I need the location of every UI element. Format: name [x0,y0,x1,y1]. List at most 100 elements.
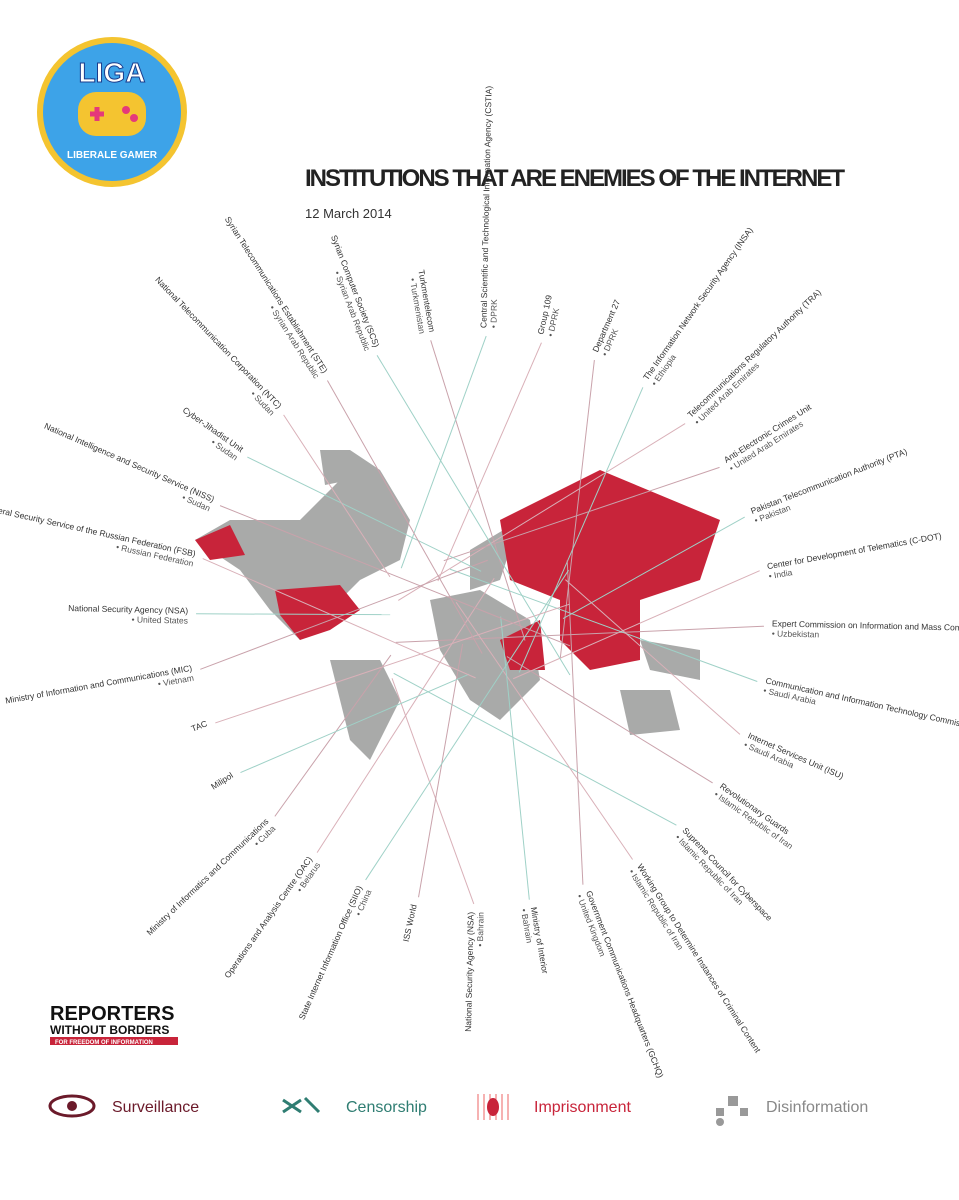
icon-surveillance [48,1094,96,1118]
connector [512,570,760,680]
institution-name: Supreme Council for Cyberspace [680,825,774,923]
legend-label: Censorship [346,1099,427,1116]
connector [202,558,476,679]
institution-country: • Islamic Republic of Iran [673,832,745,907]
institution: ISS World [401,903,419,943]
institution: Central Scientific and Technological Inf… [478,86,499,329]
connector [418,644,464,898]
institution-name: State Internet Information Office (SIIO) [297,884,365,1021]
institution: Expert Commission on Information and Mas… [772,618,959,643]
institution: Operations and Analysis Centre (OAC)• Be… [222,854,322,985]
institution: Department 27• DPRK [590,298,631,358]
institution: Ministry of Interior• Bahrain [519,906,550,976]
institution-label: Ministry of Information and Communicatio… [5,663,195,716]
institution-name: National Security Agency (NSA) [463,912,476,1032]
logo-button [130,114,138,122]
connector [566,560,584,885]
institution-name: Government Communications Headquarters (… [584,889,666,1079]
institution-label: Department 27• DPRK [590,298,631,358]
institution-name: The Information Network Security Agency … [641,225,755,382]
institution-name: National Telecommunication Corporation (… [153,275,284,411]
institution-label: Anti-Electronic Crimes Unit• United Arab… [722,401,819,473]
institution-label: Group 109• DPRK [535,294,563,338]
title: INSTITUTIONS THAT ARE ENEMIES OF THE INT… [305,165,845,192]
connector [398,423,686,601]
logo-button [122,106,130,114]
connector [365,569,570,881]
institution-country: • Uzbekistan [772,628,820,639]
institution-label: Pakistan Telecommunication Authority (PT… [749,446,912,525]
institution: Internet Services Unit (ISU)• Saudi Arab… [742,730,845,790]
institution-name: Milipol [209,770,235,791]
institution-label: ISS World [401,903,419,943]
institution: National Security Agency (NSA)• United S… [68,603,188,626]
connector [283,414,391,578]
legend: Surveillance Censorship Imprisonment Dis… [48,1094,868,1126]
institution-label: Government Communications Headquarters (… [575,889,666,1083]
institution-label: Ministry of Interior• Bahrain [519,906,550,976]
legend-label: Imprisonment [534,1099,631,1116]
institution-label: Operations and Analysis Centre (OAC)• Be… [222,854,322,985]
institution-label: Revolutionary Guards• Islamic Republic o… [712,781,800,851]
institution: Pakistan Telecommunication Authority (PT… [749,446,912,525]
institution: Revolutionary Guards• Islamic Republic o… [712,781,800,851]
institution-label: National Security Agency (NSA)• Bahrain [463,911,486,1032]
connector [393,672,677,826]
institution-label: Expert Commission on Information and Mas… [772,618,959,643]
institution-country: • DPRK [488,299,499,328]
connector [196,613,391,616]
connector [247,456,482,572]
institution-label: Center for Development of Telematics (C-… [766,531,944,581]
connector-lines [196,335,764,905]
connector [400,335,487,569]
org-name: REPORTERS [50,1003,174,1025]
institution-name: National Intelligence and Security Servi… [43,421,216,505]
world-map [195,450,720,760]
icon-disinformation [716,1096,748,1126]
logo-dpad [90,107,104,121]
connector [219,505,571,647]
institution: Turkmentelecom• Turkmenistan [407,269,438,335]
logo-subtitle: LIBERALE GAMER [67,150,158,161]
connector [562,516,745,619]
institution-country: • Bahrain [475,912,486,947]
institution: Government Communications Headquarters (… [575,889,666,1083]
institution: Ministry of Information and Communicatio… [5,663,195,716]
institution-name: Telecommunications Regulatory Authority … [685,287,823,419]
institution-label: Turkmentelecom• Turkmenistan [407,269,438,335]
institution-name: Anti-Electronic Crimes Unit [722,401,814,464]
institution: State Internet Information Office (SIIO)… [297,884,374,1025]
institution: Cyber-Jihadist Unit• Sudan [181,405,246,463]
connector [316,577,495,853]
institution-country: • United States [131,614,188,625]
icon-censorship [282,1096,321,1114]
institution-country: • United Arab Emirates [692,360,761,426]
institution: Communication and Information Technology… [762,675,959,737]
connector [559,359,595,659]
institution-name: Central Scientific and Technological Inf… [478,86,493,329]
logo-title: LIGA [79,57,146,88]
institution: National Intelligence and Security Servi… [43,421,216,514]
institution: TAC [190,718,209,733]
institution-name: Ministry of Informatics and Communicatio… [144,816,270,937]
institution-label: Federal Security Service of the Russian … [0,502,197,569]
institution-name: Federal Security Service of the Russian … [0,502,197,559]
institution: Anti-Electronic Crimes Unit• United Arab… [722,401,819,473]
connector [391,678,475,905]
institution: Syrian Computer Society (SCS)• Syrian Ar… [329,234,382,353]
institution-name: Syrian Telecommunications Establishment … [223,215,330,375]
institution-name: National Security Agency (NSA) [68,603,188,616]
connector [240,673,470,774]
org-tagline: FOR FREEDOM OF INFORMATION [55,1040,153,1046]
connector [565,579,741,735]
institution-label: State Internet Information Office (SIIO)… [297,884,374,1025]
date: 12 March 2014 [305,206,392,221]
connector [395,625,764,643]
institution-name: TAC [190,718,209,733]
legend-label: Disinformation [766,1099,868,1116]
institution-label: TAC [190,718,209,733]
institution: Milipol [209,770,235,791]
org-bar [50,1037,178,1045]
institution-label: Internet Services Unit (ISU)• Saudi Arab… [742,730,845,790]
